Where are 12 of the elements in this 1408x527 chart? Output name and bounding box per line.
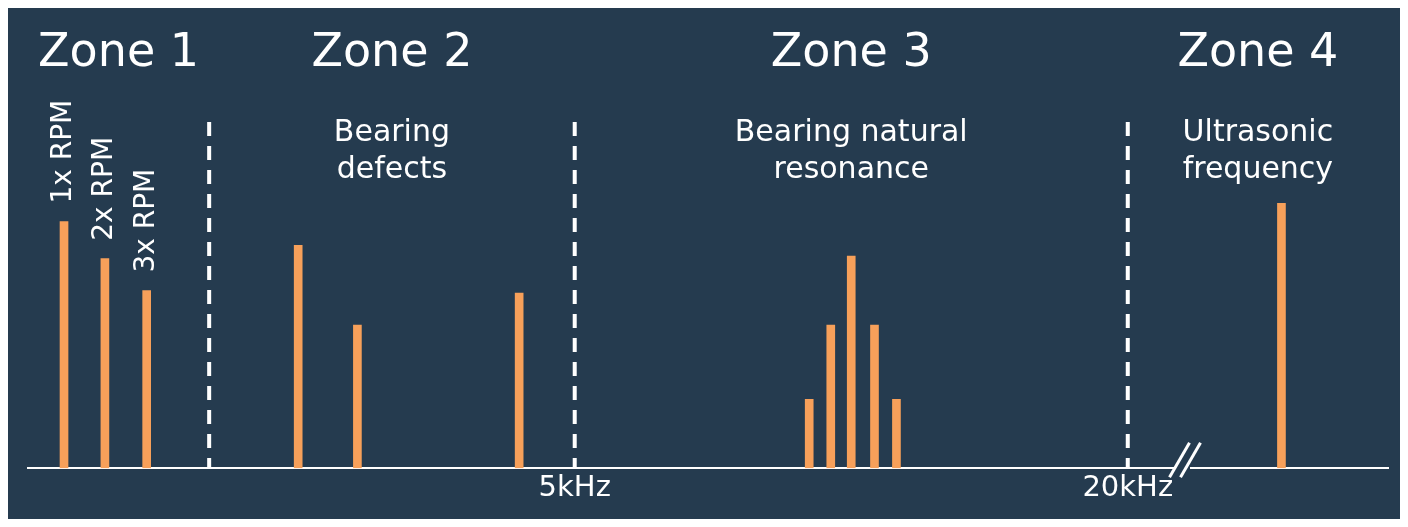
annotation: 1x RPM	[45, 99, 79, 204]
text: Zone 4	[1177, 22, 1339, 77]
text: Zone 3	[770, 22, 932, 77]
annotation: 3x RPM	[127, 168, 161, 273]
x-tick-label: 20kHz	[1082, 469, 1174, 504]
text: Bearing defects	[333, 112, 451, 185]
text: Zone 2	[311, 22, 473, 77]
x-tick-label: 5kHz	[538, 469, 611, 504]
annotation: 2x RPM	[86, 136, 120, 241]
text: Bearing natural resonance	[734, 112, 968, 185]
text: Ultrasonic frequency	[1182, 112, 1334, 185]
text: Zone 1	[38, 22, 200, 77]
